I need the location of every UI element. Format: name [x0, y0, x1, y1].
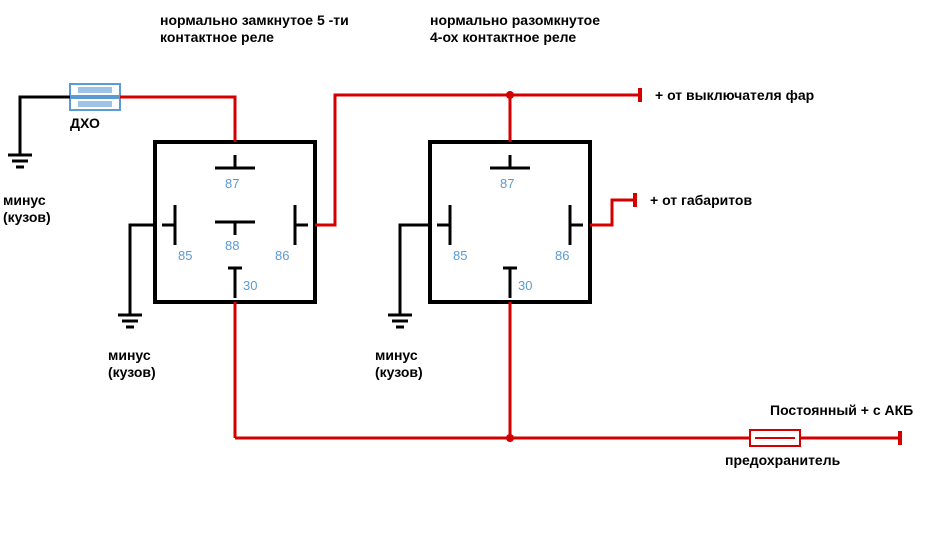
battery-label: Постоянный + с АКБ: [770, 402, 913, 418]
relay-2-pin-87-label: 87: [500, 176, 514, 191]
relay-2-pin-86-label: 86: [555, 248, 569, 263]
wire-dho-to-relay1-87: [120, 97, 235, 142]
dho-label: ДХО: [70, 115, 100, 131]
relay-2-pin-85: 85: [437, 205, 467, 263]
ground-2-label-l1: минус: [108, 347, 151, 363]
relay-1-pin-86: 86: [275, 205, 308, 263]
ground-1-label-l2: (кузов): [3, 209, 51, 225]
relay-1-pin-85: 85: [162, 205, 192, 263]
relay-1-pin-87-label: 87: [225, 176, 239, 191]
relay-2-pin-30: 30: [503, 268, 532, 298]
relay1-title-l1: нормально замкнутое 5 -ти: [160, 12, 349, 28]
wire-relay2-86-to-sidelights: [590, 200, 635, 225]
ground-2-label-l2: (кузов): [108, 364, 156, 380]
wire-dho-to-ground: [20, 97, 70, 155]
junction-1: [506, 91, 514, 99]
ground-2: [118, 315, 142, 327]
sidelights-label: + от габаритов: [650, 192, 752, 208]
relay-1-pin-85-label: 85: [178, 248, 192, 263]
wire-relay2-85-to-ground: [400, 225, 430, 315]
relay-2-pin-86: 86: [555, 205, 583, 263]
wire-relay1-85-to-ground: [130, 225, 155, 315]
relay2-title-l2: 4-ох контактное реле: [430, 29, 576, 45]
relay-1-pin-88: 88: [215, 222, 255, 253]
ground-3-label-l1: минус: [375, 347, 418, 363]
relay-1-pin-87: 87: [215, 155, 255, 191]
relay-1-pin-30-label: 30: [243, 278, 257, 293]
fuse-label: предохранитель: [725, 452, 841, 468]
relay-2-pin-85-label: 85: [453, 248, 467, 263]
ground-1: [8, 155, 32, 167]
relay-1-pin-88-label: 88: [225, 238, 239, 253]
ground-3: [388, 315, 412, 327]
relay2-title-l1: нормально разомкнутое: [430, 12, 600, 28]
dho-block: [70, 84, 120, 110]
relay1-title-l2: контактное реле: [160, 29, 274, 45]
relay-1-pin-86-label: 86: [275, 248, 289, 263]
relay-2-pin-30-label: 30: [518, 278, 532, 293]
ground-3-label-l2: (кузов): [375, 364, 423, 380]
relay-2-pin-87: 87: [490, 155, 530, 191]
headlight-label: + от выключателя фар: [655, 87, 814, 103]
ground-1-label-l1: минус: [3, 192, 46, 208]
junction-2: [506, 434, 514, 442]
relay-1-pin-30: 30: [228, 268, 257, 298]
